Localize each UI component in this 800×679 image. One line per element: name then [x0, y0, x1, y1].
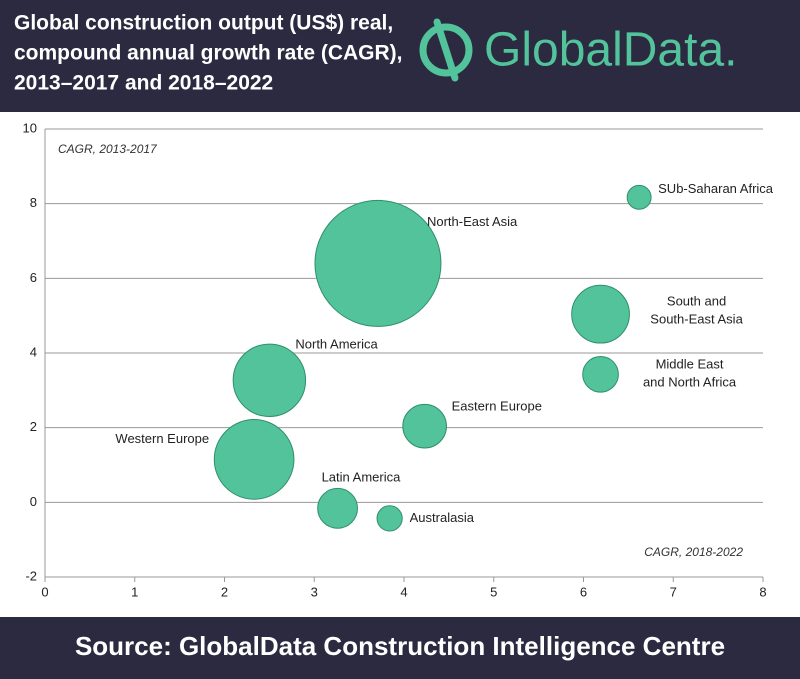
- y-tick-label: 6: [30, 270, 37, 285]
- y-tick-label: 10: [23, 120, 37, 135]
- bubble: [213, 419, 295, 500]
- x-tick-label: 5: [490, 584, 497, 599]
- y-tick-label: 2: [30, 419, 37, 434]
- plot: -2 0 2 4 6 8 10 0 1 2 3 4 5 6 7 8 SUb-Saharan Africa Nort…: [23, 120, 774, 599]
- plot-bg: [0, 112, 800, 617]
- y-tick-label: 4: [30, 344, 37, 359]
- logo-ring: [419, 23, 473, 77]
- x-tick-label: 7: [670, 584, 677, 599]
- bubble-label: and North Africa: [643, 375, 737, 390]
- bubble-label: SUb-Saharan Africa: [658, 181, 774, 196]
- bubble-label: Middle East: [656, 357, 724, 372]
- bubble-label: South and: [667, 294, 726, 309]
- bubble-label: Latin America: [322, 470, 402, 485]
- y-tick-label: 8: [30, 195, 37, 210]
- logo-bar: [433, 18, 459, 82]
- header-band: [0, 0, 800, 112]
- bubble: [317, 487, 359, 529]
- bubble-label: North America: [295, 337, 378, 352]
- bubble: [314, 199, 442, 327]
- x-tick-label: 0: [41, 584, 48, 599]
- x-label: CAGR, 2018-2022: [644, 545, 743, 559]
- x-tick-label: 4: [400, 584, 407, 599]
- y-label: CAGR, 2013-2017: [58, 142, 158, 156]
- bubble-label: Eastern Europe: [452, 399, 542, 414]
- footer-band: [0, 617, 800, 679]
- bubble: [582, 355, 619, 393]
- bubble: [376, 505, 403, 532]
- x-tick-label: 1: [131, 584, 138, 599]
- y-tick-label: 0: [30, 494, 37, 509]
- bubble-label: South-East Asia: [650, 312, 743, 327]
- bubble: [402, 403, 447, 449]
- bubble-label: Australasia: [410, 510, 475, 525]
- title-line: 2013–2017 and 2018–2022: [14, 72, 273, 95]
- title-line: Global construction output (US$) real,: [14, 12, 393, 35]
- bubble: [232, 343, 307, 417]
- x-tick-label: 3: [311, 584, 318, 599]
- x-tick-label: 2: [221, 584, 228, 599]
- brand: GlobalData.: [484, 24, 737, 77]
- bubble: [626, 184, 652, 210]
- title-line: compound annual growth rate (CAGR),: [14, 42, 403, 65]
- bubble-label: Western Europe: [115, 431, 209, 446]
- x-tick-label: 6: [580, 584, 587, 599]
- x-tick-label: 8: [759, 584, 766, 599]
- logo: GlobalData.: [419, 18, 737, 82]
- bubble-label: North-East Asia: [427, 214, 518, 229]
- bubble: [571, 284, 630, 344]
- y-tick-label: -2: [25, 568, 37, 583]
- source: Source: GlobalData Construction Intellig…: [75, 631, 725, 661]
- title: Global construction output (US$) real, c…: [14, 12, 403, 95]
